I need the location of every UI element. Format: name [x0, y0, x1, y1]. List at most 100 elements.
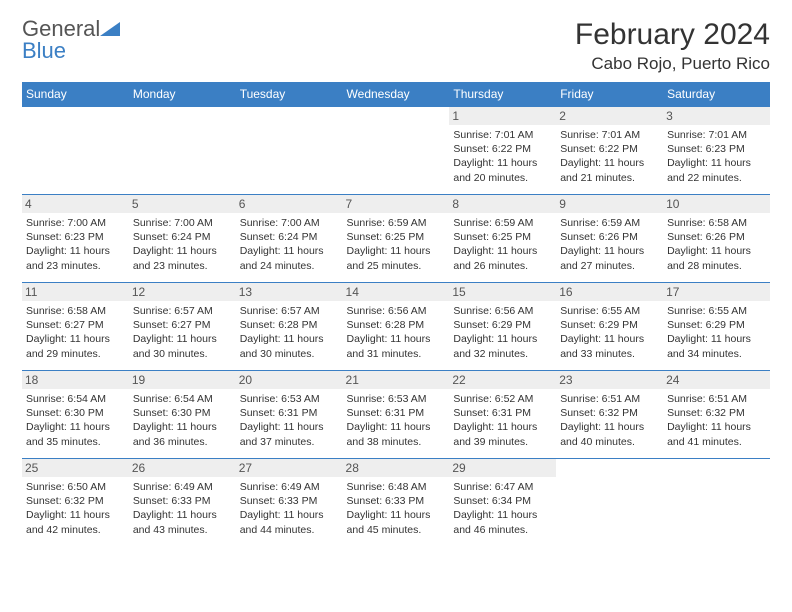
day-cell [129, 107, 236, 195]
day-number: 18 [22, 371, 129, 389]
calendar-body: 1 Sunrise: 7:01 AMSunset: 6:22 PMDaylight… [22, 107, 770, 547]
day-info: Sunrise: 6:47 AMSunset: 6:34 PMDaylight:… [453, 480, 552, 537]
day-number: 16 [556, 283, 663, 301]
day-header: Sunday [22, 82, 129, 107]
day-number: 20 [236, 371, 343, 389]
day-cell: 18 Sunrise: 6:54 AMSunset: 6:30 PMDayligh… [22, 371, 129, 459]
logo-text-blue: Blue [22, 38, 66, 63]
day-number: 22 [449, 371, 556, 389]
header: GeneralBlue February 2024 Cabo Rojo, Pue… [22, 18, 770, 74]
day-info: Sunrise: 6:59 AMSunset: 6:25 PMDaylight:… [453, 216, 552, 273]
day-cell: 8 Sunrise: 6:59 AMSunset: 6:25 PMDaylight… [449, 195, 556, 283]
day-number: 25 [22, 459, 129, 477]
day-cell [556, 459, 663, 547]
day-info: Sunrise: 6:48 AMSunset: 6:33 PMDaylight:… [347, 480, 446, 537]
day-header: Tuesday [236, 82, 343, 107]
month-title: February 2024 [575, 18, 770, 52]
day-header-row: SundayMondayTuesdayWednesdayThursdayFrid… [22, 82, 770, 107]
day-cell: 15 Sunrise: 6:56 AMSunset: 6:29 PMDayligh… [449, 283, 556, 371]
day-info: Sunrise: 6:49 AMSunset: 6:33 PMDaylight:… [240, 480, 339, 537]
day-cell: 9Sunrise: 6:59 AMSunset: 6:26 PMDaylight… [556, 195, 663, 283]
day-number: 23 [556, 371, 663, 389]
day-info: Sunrise: 6:51 AMSunset: 6:32 PMDaylight:… [667, 392, 766, 449]
day-info: Sunrise: 7:00 AMSunset: 6:24 PMDaylight:… [240, 216, 339, 273]
day-cell: 17 Sunrise: 6:55 AMSunset: 6:29 PMDayligh… [663, 283, 770, 371]
day-cell: 21 Sunrise: 6:53 AMSunset: 6:31 PMDayligh… [343, 371, 450, 459]
day-number: 1 [449, 107, 556, 125]
day-number: 3 [663, 107, 770, 125]
day-cell: 11 Sunrise: 6:58 AMSunset: 6:27 PMDayligh… [22, 283, 129, 371]
title-block: February 2024 Cabo Rojo, Puerto Rico [575, 18, 770, 74]
week-row: 18Sunrise: 6:54 AMSunset: 6:30 PMDayligh… [22, 371, 770, 459]
day-info: Sunrise: 6:51 AMSunset: 6:32 PMDaylight:… [560, 392, 659, 449]
day-cell: 26 Sunrise: 6:49 AMSunset: 6:33 PMDayligh… [129, 459, 236, 547]
day-cell: 7Sunrise: 6:59 AMSunset: 6:25 PMDaylight… [343, 195, 450, 283]
day-cell: 1 Sunrise: 7:01 AMSunset: 6:22 PMDaylight… [449, 107, 556, 195]
day-number: 13 [236, 283, 343, 301]
location: Cabo Rojo, Puerto Rico [575, 54, 770, 74]
day-info: Sunrise: 6:59 AMSunset: 6:26 PMDaylight:… [560, 216, 659, 273]
day-cell: 27 Sunrise: 6:49 AMSunset: 6:33 PMDayligh… [236, 459, 343, 547]
day-number: 15 [449, 283, 556, 301]
day-cell: 16 Sunrise: 6:55 AMSunset: 6:29 PMDayligh… [556, 283, 663, 371]
day-cell: 29 Sunrise: 6:47 AMSunset: 6:34 PMDayligh… [449, 459, 556, 547]
day-info: Sunrise: 6:56 AMSunset: 6:29 PMDaylight:… [453, 304, 552, 361]
day-info: Sunrise: 7:00 AMSunset: 6:24 PMDaylight:… [133, 216, 232, 273]
day-cell: 3 Sunrise: 7:01 AMSunset: 6:23 PMDaylight… [663, 107, 770, 195]
week-row: 25 Sunrise: 6:50 AMSunset: 6:32 PMDayligh… [22, 459, 770, 547]
day-number: 24 [663, 371, 770, 389]
day-header: Friday [556, 82, 663, 107]
day-number: 12 [129, 283, 236, 301]
day-cell: 23 Sunrise: 6:51 AMSunset: 6:32 PMDayligh… [556, 371, 663, 459]
day-info: Sunrise: 6:49 AMSunset: 6:33 PMDaylight:… [133, 480, 232, 537]
logo-text: GeneralBlue [22, 18, 120, 62]
day-info: Sunrise: 6:53 AMSunset: 6:31 PMDaylight:… [347, 392, 446, 449]
day-number: 21 [343, 371, 450, 389]
day-cell: 4Sunrise: 7:00 AMSunset: 6:23 PMDaylight… [22, 195, 129, 283]
day-info: Sunrise: 6:54 AMSunset: 6:30 PMDaylight:… [133, 392, 232, 449]
day-cell [22, 107, 129, 195]
day-number: 27 [236, 459, 343, 477]
day-number: 6 [236, 195, 343, 213]
day-info: Sunrise: 6:54 AMSunset: 6:30 PMDaylight:… [26, 392, 125, 449]
week-row: 11 Sunrise: 6:58 AMSunset: 6:27 PMDayligh… [22, 283, 770, 371]
calendar-page: GeneralBlue February 2024 Cabo Rojo, Pue… [0, 0, 792, 565]
day-number: 5 [129, 195, 236, 213]
day-header: Wednesday [343, 82, 450, 107]
week-row: 4Sunrise: 7:00 AMSunset: 6:23 PMDaylight… [22, 195, 770, 283]
day-cell: 24 Sunrise: 6:51 AMSunset: 6:32 PMDayligh… [663, 371, 770, 459]
day-cell: 20Sunrise: 6:53 AMSunset: 6:31 PMDayligh… [236, 371, 343, 459]
day-info: Sunrise: 6:57 AMSunset: 6:28 PMDaylight:… [240, 304, 339, 361]
day-cell [236, 107, 343, 195]
day-number: 26 [129, 459, 236, 477]
day-number: 17 [663, 283, 770, 301]
day-number: 29 [449, 459, 556, 477]
day-cell: 25 Sunrise: 6:50 AMSunset: 6:32 PMDayligh… [22, 459, 129, 547]
day-cell: 5 Sunrise: 7:00 AMSunset: 6:24 PMDaylight… [129, 195, 236, 283]
day-number: 11 [22, 283, 129, 301]
day-cell: 10Sunrise: 6:58 AMSunset: 6:26 PMDayligh… [663, 195, 770, 283]
day-number: 8 [449, 195, 556, 213]
day-number: 10 [663, 195, 770, 213]
day-info: Sunrise: 6:55 AMSunset: 6:29 PMDaylight:… [667, 304, 766, 361]
day-cell: 13 Sunrise: 6:57 AMSunset: 6:28 PMDayligh… [236, 283, 343, 371]
day-info: Sunrise: 7:01 AMSunset: 6:23 PMDaylight:… [667, 128, 766, 185]
calendar-table: SundayMondayTuesdayWednesdayThursdayFrid… [22, 82, 770, 547]
day-number: 4 [22, 195, 129, 213]
day-info: Sunrise: 6:50 AMSunset: 6:32 PMDaylight:… [26, 480, 125, 537]
day-info: Sunrise: 6:52 AMSunset: 6:31 PMDaylight:… [453, 392, 552, 449]
day-info: Sunrise: 7:01 AMSunset: 6:22 PMDaylight:… [453, 128, 552, 185]
day-info: Sunrise: 6:57 AMSunset: 6:27 PMDaylight:… [133, 304, 232, 361]
day-cell: 22 Sunrise: 6:52 AMSunset: 6:31 PMDayligh… [449, 371, 556, 459]
day-info: Sunrise: 6:55 AMSunset: 6:29 PMDaylight:… [560, 304, 659, 361]
week-row: 1 Sunrise: 7:01 AMSunset: 6:22 PMDaylight… [22, 107, 770, 195]
day-header: Monday [129, 82, 236, 107]
logo-triangle-icon [100, 18, 120, 40]
day-cell: 19 Sunrise: 6:54 AMSunset: 6:30 PMDayligh… [129, 371, 236, 459]
day-number: 28 [343, 459, 450, 477]
day-number: 19 [129, 371, 236, 389]
day-cell: 12 Sunrise: 6:57 AMSunset: 6:27 PMDayligh… [129, 283, 236, 371]
day-cell: 2Sunrise: 7:01 AMSunset: 6:22 PMDaylight… [556, 107, 663, 195]
day-info: Sunrise: 6:58 AMSunset: 6:27 PMDaylight:… [26, 304, 125, 361]
logo: GeneralBlue [22, 18, 120, 62]
